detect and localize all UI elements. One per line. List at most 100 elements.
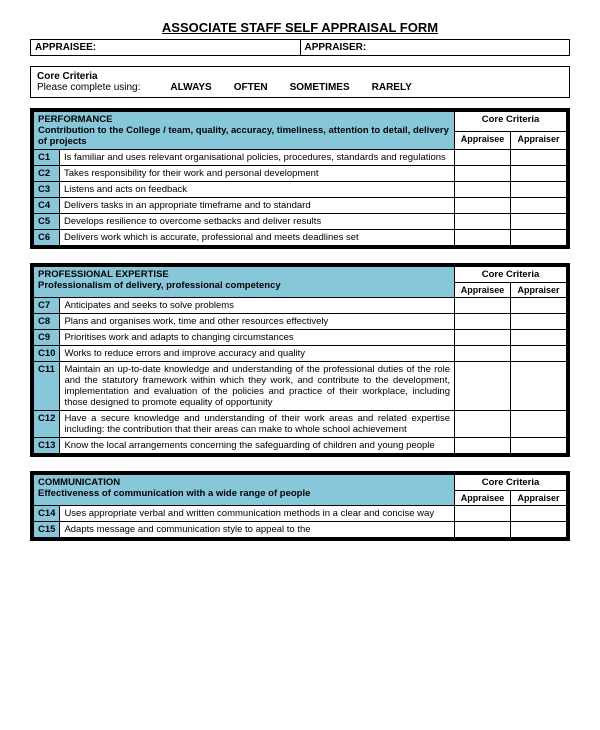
- appraisee-cell[interactable]: [455, 330, 511, 346]
- appraiser-cell[interactable]: [511, 166, 567, 182]
- appraisee-col-header: Appraisee: [455, 131, 511, 149]
- legend-opt: ALWAYS: [170, 82, 211, 93]
- criteria-description: Listens and acts on feedback: [60, 182, 455, 198]
- appraisee-cell[interactable]: [455, 182, 511, 198]
- criteria-table: PERFORMANCEContribution to the College /…: [33, 111, 567, 246]
- criteria-code: C3: [34, 182, 60, 198]
- appraiser-cell[interactable]: [511, 330, 567, 346]
- appraiser-label: APPRAISER:: [301, 40, 570, 55]
- criteria-description: Works to reduce errors and improve accur…: [60, 346, 455, 362]
- criteria-code: C1: [34, 150, 60, 166]
- appraisee-cell[interactable]: [455, 314, 511, 330]
- appraiser-cell[interactable]: [511, 522, 567, 538]
- criteria-row: C5Develops resilience to overcome setbac…: [34, 214, 567, 230]
- form-title: ASSOCIATE STAFF SELF APPRAISAL FORM: [30, 20, 570, 35]
- appraiser-cell[interactable]: [511, 346, 567, 362]
- criteria-row: C8Plans and organises work, time and oth…: [34, 314, 567, 330]
- criteria-description: Prioritises work and adapts to changing …: [60, 330, 455, 346]
- appraiser-col-header: Appraiser: [511, 131, 567, 149]
- criteria-row: C11Maintain an up-to-date knowledge and …: [34, 362, 567, 411]
- criteria-description: Adapts message and communication style t…: [60, 522, 455, 538]
- criteria-row: C9Prioritises work and adapts to changin…: [34, 330, 567, 346]
- appraiser-cell[interactable]: [511, 362, 567, 411]
- core-criteria-header: Core Criteria: [455, 267, 567, 283]
- criteria-row: C10Works to reduce errors and improve ac…: [34, 346, 567, 362]
- section-professional-expertise: PROFESSIONAL EXPERTISEProfessionalism of…: [30, 263, 570, 457]
- appraisee-cell[interactable]: [455, 522, 511, 538]
- section-header: PROFESSIONAL EXPERTISEProfessionalism of…: [34, 267, 455, 298]
- appraisee-col-header: Appraisee: [455, 283, 511, 298]
- criteria-row: C15Adapts message and communication styl…: [34, 522, 567, 538]
- appraiser-cell[interactable]: [511, 230, 567, 246]
- criteria-row: C12Have a secure knowledge and understan…: [34, 411, 567, 438]
- appraisee-cell[interactable]: [455, 214, 511, 230]
- criteria-code: C12: [34, 411, 60, 438]
- criteria-description: Takes responsibility for their work and …: [60, 166, 455, 182]
- criteria-row: C2Takes responsibility for their work an…: [34, 166, 567, 182]
- criteria-description: Know the local arrangements concerning t…: [60, 438, 455, 454]
- section-header: COMMUNICATIONEffectiveness of communicat…: [34, 475, 455, 506]
- criteria-code: C10: [34, 346, 60, 362]
- appraiser-cell[interactable]: [511, 198, 567, 214]
- criteria-row: C7Anticipates and seeks to solve problem…: [34, 298, 567, 314]
- appraiser-cell[interactable]: [511, 298, 567, 314]
- criteria-code: C2: [34, 166, 60, 182]
- appraiser-cell[interactable]: [511, 214, 567, 230]
- appraisee-cell[interactable]: [455, 362, 511, 411]
- legend-opt: RARELY: [372, 82, 412, 93]
- criteria-description: Have a secure knowledge and understandin…: [60, 411, 455, 438]
- criteria-code: C8: [34, 314, 60, 330]
- core-criteria-header: Core Criteria: [455, 475, 567, 491]
- criteria-description: Delivers work which is accurate, profess…: [60, 230, 455, 246]
- legend-row: Please complete using: ALWAYS OFTEN SOME…: [37, 82, 563, 93]
- criteria-code: C9: [34, 330, 60, 346]
- appraisee-cell[interactable]: [455, 506, 511, 522]
- appraisee-cell[interactable]: [455, 438, 511, 454]
- section-communication: COMMUNICATIONEffectiveness of communicat…: [30, 471, 570, 541]
- criteria-row: C4Delivers tasks in an appropriate timef…: [34, 198, 567, 214]
- criteria-row: C14Uses appropriate verbal and written c…: [34, 506, 567, 522]
- appraiser-col-header: Appraiser: [511, 283, 567, 298]
- criteria-box: Core Criteria Please complete using: ALW…: [30, 66, 570, 98]
- legend-opt: OFTEN: [234, 82, 268, 93]
- appraiser-cell[interactable]: [511, 438, 567, 454]
- appraisee-cell[interactable]: [455, 166, 511, 182]
- criteria-code: C4: [34, 198, 60, 214]
- appraisee-cell[interactable]: [455, 198, 511, 214]
- criteria-description: Plans and organises work, time and other…: [60, 314, 455, 330]
- appraisee-label: APPRAISEE:: [31, 40, 301, 55]
- criteria-code: C6: [34, 230, 60, 246]
- criteria-row: C1Is familiar and uses relevant organisa…: [34, 150, 567, 166]
- criteria-code: C7: [34, 298, 60, 314]
- appraiser-cell[interactable]: [511, 182, 567, 198]
- legend-prompt: Please complete using:: [37, 82, 140, 93]
- criteria-row: C6Delivers work which is accurate, profe…: [34, 230, 567, 246]
- appraisee-col-header: Appraisee: [455, 491, 511, 506]
- criteria-code: C13: [34, 438, 60, 454]
- criteria-title: Core Criteria: [37, 71, 563, 82]
- criteria-code: C14: [34, 506, 60, 522]
- criteria-description: Develops resilience to overcome setbacks…: [60, 214, 455, 230]
- legend-opt: SOMETIMES: [290, 82, 350, 93]
- appraiser-cell[interactable]: [511, 150, 567, 166]
- criteria-description: Delivers tasks in an appropriate timefra…: [60, 198, 455, 214]
- criteria-table: PROFESSIONAL EXPERTISEProfessionalism of…: [33, 266, 567, 454]
- section-performance: PERFORMANCEContribution to the College /…: [30, 108, 570, 249]
- criteria-description: Maintain an up-to-date knowledge and und…: [60, 362, 455, 411]
- criteria-description: Anticipates and seeks to solve problems: [60, 298, 455, 314]
- criteria-code: C15: [34, 522, 60, 538]
- criteria-row: C3Listens and acts on feedback: [34, 182, 567, 198]
- appraiser-cell[interactable]: [511, 314, 567, 330]
- appraisee-cell[interactable]: [455, 346, 511, 362]
- header-row: APPRAISEE: APPRAISER:: [30, 39, 570, 56]
- appraisee-cell[interactable]: [455, 230, 511, 246]
- appraiser-cell[interactable]: [511, 411, 567, 438]
- appraiser-cell[interactable]: [511, 506, 567, 522]
- criteria-code: C11: [34, 362, 60, 411]
- appraisee-cell[interactable]: [455, 411, 511, 438]
- criteria-row: C13Know the local arrangements concernin…: [34, 438, 567, 454]
- appraisee-cell[interactable]: [455, 298, 511, 314]
- appraisee-cell[interactable]: [455, 150, 511, 166]
- criteria-description: Uses appropriate verbal and written comm…: [60, 506, 455, 522]
- core-criteria-header: Core Criteria: [455, 112, 567, 132]
